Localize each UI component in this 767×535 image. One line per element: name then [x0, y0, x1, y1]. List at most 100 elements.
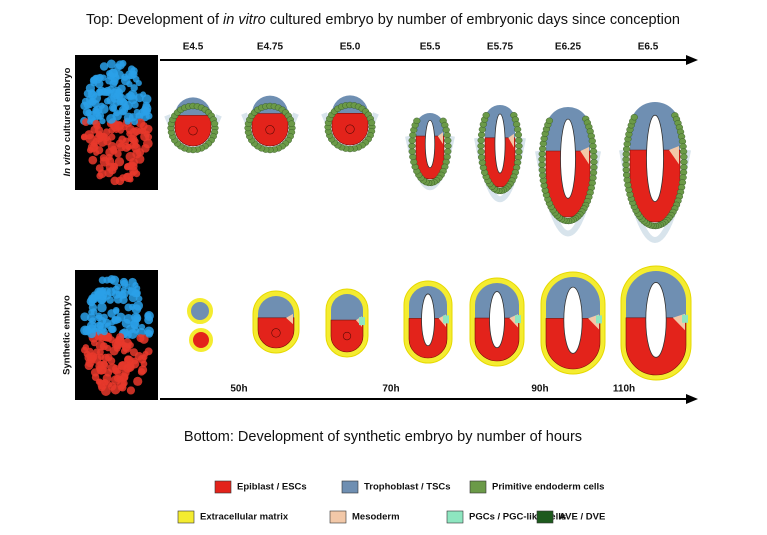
- cell: [126, 91, 135, 101]
- legend-swatch: [177, 510, 195, 524]
- endoderm-cell: [515, 142, 523, 150]
- cavity: [645, 282, 667, 358]
- cell: [137, 127, 145, 135]
- cell: [106, 114, 116, 124]
- cavity: [563, 286, 583, 354]
- bottom-title: Bottom: Development of synthetic embryo …: [184, 429, 582, 445]
- cell: [95, 88, 104, 97]
- cell: [145, 312, 152, 319]
- cell: [91, 373, 100, 381]
- legend-label: PGCs / PGC-like cells: [469, 512, 566, 523]
- inner-cells: [342, 331, 352, 341]
- endoderm-cell: [408, 148, 416, 155]
- cell: [126, 386, 135, 395]
- legend-label: Mesoderm: [352, 512, 400, 523]
- time-label: E4.5: [183, 42, 204, 53]
- endoderm-cell: [477, 137, 485, 144]
- cell: [88, 155, 98, 165]
- cell: [110, 176, 120, 186]
- endoderm-cell: [477, 153, 486, 161]
- cell: [138, 365, 148, 375]
- cell: [140, 106, 150, 116]
- time-label: E5.0: [340, 42, 361, 53]
- cell: [118, 97, 127, 107]
- endoderm-cell: [514, 153, 523, 161]
- legend-label: Primitive endoderm cells: [492, 482, 604, 493]
- cell: [97, 302, 107, 313]
- cell: [99, 342, 108, 351]
- legend-label: Trophoblast / TSCs: [364, 482, 451, 493]
- cell: [133, 108, 141, 116]
- endoderm-cell: [590, 158, 598, 166]
- cell: [106, 381, 113, 388]
- endoderm-cell: [630, 114, 638, 121]
- cell: [132, 149, 142, 159]
- cell: [101, 386, 111, 396]
- cell: [87, 114, 96, 123]
- cell: [106, 59, 116, 69]
- cell: [90, 339, 98, 347]
- cell: [99, 104, 109, 114]
- cell: [107, 357, 116, 365]
- cell: [100, 74, 107, 81]
- cell: [85, 109, 92, 117]
- side-label: In vitro cultured embryo: [62, 67, 73, 176]
- legend-label: Epiblast / ESCs: [237, 482, 307, 493]
- endoderm-cell: [477, 142, 485, 150]
- endoderm-cell: [413, 117, 421, 125]
- legend-swatch: [446, 510, 464, 524]
- time-label: E6.25: [555, 42, 582, 53]
- cell: [113, 93, 120, 100]
- cell: [89, 317, 97, 325]
- cell: [136, 334, 145, 343]
- endoderm-cell: [590, 153, 598, 160]
- legend-label: Extracellular matrix: [200, 512, 289, 523]
- pgc: [515, 315, 521, 324]
- endoderm-cell: [589, 148, 598, 155]
- cell: [114, 150, 122, 158]
- cavity: [646, 114, 664, 202]
- endoderm-cell: [538, 166, 546, 174]
- epiblast: [331, 113, 369, 146]
- cell: [82, 326, 92, 336]
- epiblast: [174, 115, 212, 147]
- cell: [86, 146, 94, 154]
- time-label: 70h: [382, 384, 399, 395]
- inner-cells: [271, 328, 281, 338]
- cell: [129, 170, 136, 177]
- cell: [81, 346, 88, 354]
- cell: [112, 306, 120, 314]
- endoderm-cell: [545, 117, 554, 124]
- cell: [127, 176, 134, 183]
- cell: [133, 376, 143, 386]
- endoderm-cell: [477, 148, 485, 155]
- arrowhead: [686, 55, 698, 65]
- cell: [144, 347, 153, 356]
- cell: [84, 353, 93, 362]
- cell: [97, 169, 107, 178]
- cell: [120, 347, 128, 355]
- cell: [84, 361, 94, 371]
- time-label: E5.5: [420, 42, 441, 53]
- cavity: [560, 118, 576, 199]
- cavity: [489, 291, 505, 349]
- cell: [123, 163, 131, 171]
- cell: [115, 139, 124, 148]
- endoderm-cell: [482, 111, 490, 119]
- cell: [85, 133, 96, 144]
- epiblast: [257, 317, 295, 349]
- cell: [131, 312, 141, 323]
- mesoderm: [580, 147, 589, 165]
- mesoderm: [672, 313, 685, 331]
- mesoderm: [437, 132, 443, 145]
- inner-cells: [265, 125, 275, 135]
- cell: [108, 166, 117, 175]
- pgc: [596, 315, 602, 324]
- title-part: in vitro: [223, 12, 266, 28]
- cell: [99, 117, 106, 125]
- time-label: E5.75: [487, 42, 514, 53]
- endoderm-cell: [210, 120, 219, 127]
- trophoblast: [331, 294, 363, 321]
- cell: [97, 133, 105, 141]
